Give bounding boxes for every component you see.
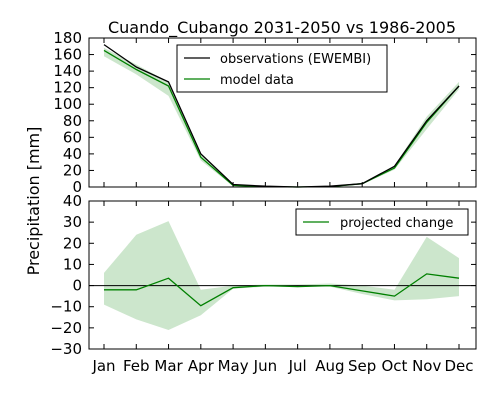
x-tick-label: Aug <box>315 357 344 375</box>
bottom-panel: −30 −20 −10 0 10 20 30 40 projected change <box>50 192 477 358</box>
x-tick-labels: Jan Feb Mar Apr May Jun Jul Aug Sep Oct Nov Dec <box>91 357 473 375</box>
y-tick-label: 10 <box>63 255 82 273</box>
x-tick-label: Jul <box>288 357 307 375</box>
y-axis-label: Precipitation [mm] <box>24 127 43 276</box>
x-tick-label: Feb <box>123 357 150 375</box>
bottom-legend: projected change <box>295 208 469 236</box>
uncertainty-band-1-0 <box>104 221 459 330</box>
x-tick-label: Apr <box>188 357 215 375</box>
y-tick-label: 0 <box>72 277 82 295</box>
y-tick-label: 40 <box>63 145 82 163</box>
series-line-1-0 <box>104 273 460 307</box>
bottom-panel-frame <box>88 200 477 350</box>
chart-title: Cuando_Cubango 2031-2050 vs 1986-2005 <box>108 18 456 38</box>
x-tick-label: Oct <box>381 357 407 375</box>
y-tick-label: 20 <box>63 234 82 252</box>
legend-box <box>176 44 388 93</box>
y-tick-label: 40 <box>63 192 82 210</box>
y-tick-label: 60 <box>63 128 82 146</box>
y-tick-label: 20 <box>63 161 82 179</box>
y-tick-label: 0 <box>72 178 82 196</box>
legend-label-change: projected change <box>340 216 453 231</box>
top-legend: observations (EWEMBI) model data <box>176 44 388 93</box>
y-tick-label: 30 <box>63 213 82 231</box>
x-tick-label: Jun <box>253 357 277 375</box>
x-tick-label: Jan <box>91 357 115 375</box>
x-tick-label: Nov <box>412 357 441 375</box>
y-tick-label: 80 <box>63 112 82 130</box>
top-panel-frame <box>88 37 477 188</box>
y-tick-label: 120 <box>53 79 82 97</box>
y-tick-label: 180 <box>53 29 82 47</box>
legend-label-observations: observations (EWEMBI) <box>220 52 371 67</box>
y-tick-label: 160 <box>53 46 82 64</box>
legend-label-model: model data <box>220 73 294 88</box>
x-tick-label: Mar <box>154 357 183 375</box>
x-tick-label: May <box>218 357 249 375</box>
y-tick-label: −10 <box>50 298 82 316</box>
y-tick-label: −30 <box>50 340 82 358</box>
y-tick-label: −20 <box>50 319 82 337</box>
x-tick-label: Dec <box>444 357 473 375</box>
x-tick-label: Sep <box>348 357 376 375</box>
y-tick-label: 140 <box>53 62 82 80</box>
y-tick-label: 100 <box>53 95 82 113</box>
